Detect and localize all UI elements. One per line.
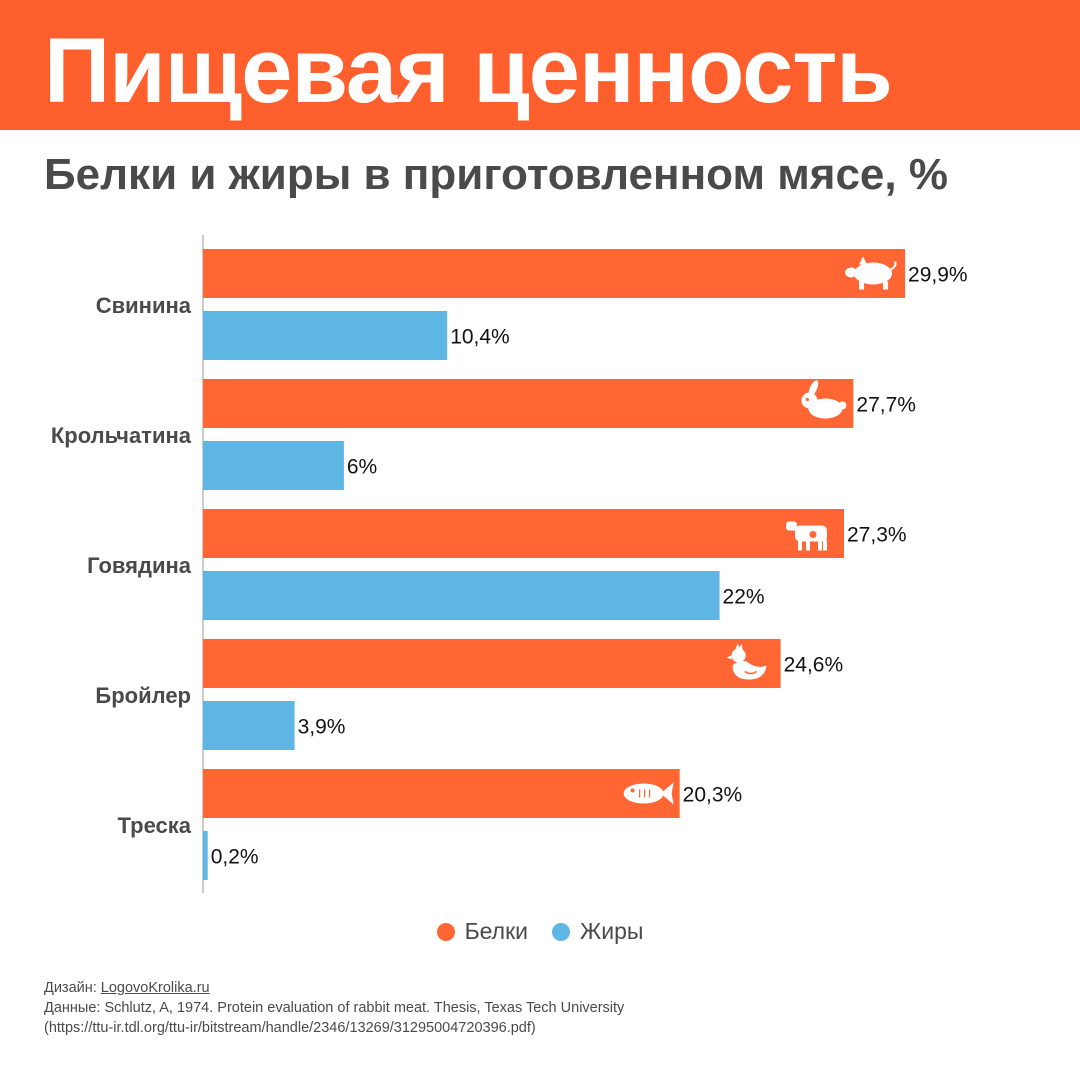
protein-bar	[203, 769, 680, 818]
rabbit-eye	[805, 397, 809, 402]
footer: Дизайн: LogovoKrolika.ru Данные: Schlutz…	[44, 978, 624, 1038]
fish-eye	[630, 788, 635, 793]
pig-ear	[859, 256, 868, 265]
category-label: Треска	[118, 813, 192, 838]
protein-bar	[203, 249, 906, 298]
legend-label-fat: Жиры	[580, 918, 644, 944]
category-label: Бройлер	[95, 683, 191, 708]
chicken-body	[732, 661, 767, 680]
cow-spot	[809, 531, 817, 538]
legend-item-protein: Белки	[436, 918, 529, 945]
chicken-head	[731, 648, 746, 663]
fat-value-label: 10,4%	[450, 326, 510, 349]
fish-body	[623, 783, 664, 804]
fish-tail	[660, 782, 674, 805]
category-label: Крольчатина	[51, 423, 192, 448]
protein-value-label: 24,6%	[784, 654, 844, 677]
footer-url-line: (https://ttu-ir.tdl.org/ttu-ir/bitstream…	[44, 1020, 536, 1036]
legend-item-fat: Жиры	[552, 918, 643, 945]
chicken-wing	[744, 670, 758, 675]
fat-bar	[203, 311, 448, 360]
pig-tail	[890, 261, 897, 271]
title-banner: Пищевая ценность	[0, 0, 1080, 130]
legend-dot-fat	[552, 922, 571, 941]
fat-value-label: 3,9%	[298, 716, 346, 739]
cow-icon	[786, 521, 828, 551]
fat-value-label: 0,2%	[211, 846, 259, 869]
rabbit-icon	[801, 380, 847, 419]
rabbit-head	[801, 392, 818, 409]
pig-leg-back	[883, 281, 889, 290]
chicken-beak	[726, 655, 732, 660]
fish-icon	[623, 782, 674, 805]
protein-bar	[203, 379, 854, 428]
fat-bar	[203, 441, 344, 490]
fat-value-label: 6%	[347, 456, 377, 479]
footer-design-link[interactable]: LogovoKrolika.ru	[100, 980, 210, 996]
cow-head	[786, 521, 798, 531]
legend: Белки Жиры	[0, 918, 1080, 945]
protein-value-label: 27,3%	[847, 524, 907, 547]
category-label: Свинина	[96, 293, 192, 318]
footer-design-line: Дизайн: LogovoKrolika.ru	[44, 978, 624, 998]
rabbit-ear	[808, 380, 819, 397]
fat-bar	[203, 831, 208, 880]
fat-bar	[203, 701, 295, 750]
fish-scales	[639, 789, 651, 798]
pig-leg-front	[859, 281, 865, 290]
protein-bar	[203, 509, 845, 558]
legend-dot-protein	[436, 922, 455, 941]
protein-value-label: 29,9%	[908, 264, 968, 287]
legend-label-protein: Белки	[464, 918, 529, 944]
pig-snout	[845, 267, 858, 278]
footer-data-line: Данные: Schlutz, A, 1974. Protein evalua…	[44, 1000, 625, 1016]
rabbit-tail	[838, 401, 847, 410]
fat-bar	[203, 571, 720, 620]
cow-leg-2	[806, 539, 811, 551]
fat-value-label: 22%	[723, 586, 765, 609]
cow-leg-3	[818, 539, 823, 551]
footer-design-prefix: Дизайн:	[44, 980, 101, 996]
protein-value-label: 20,3%	[683, 784, 743, 807]
rabbit-body	[808, 398, 843, 419]
pig-icon	[845, 256, 897, 290]
chart-subtitle: Белки и жиры в приготовленном мясе, %	[44, 150, 948, 199]
page-title: Пищевая ценность	[44, 20, 893, 122]
cow-leg-1	[798, 539, 803, 551]
protein-value-label: 27,7%	[856, 394, 916, 417]
protein-bar	[203, 639, 781, 688]
pig-body	[854, 262, 893, 285]
category-label: Говядина	[87, 553, 192, 578]
chicken-icon	[726, 643, 767, 680]
cow-leg-4	[823, 539, 828, 551]
chicken-comb	[735, 643, 743, 650]
bar-chart: Свинина 29,9% 10,4% Крольчатина 27,7% 6% Говяд…	[51, 235, 968, 893]
